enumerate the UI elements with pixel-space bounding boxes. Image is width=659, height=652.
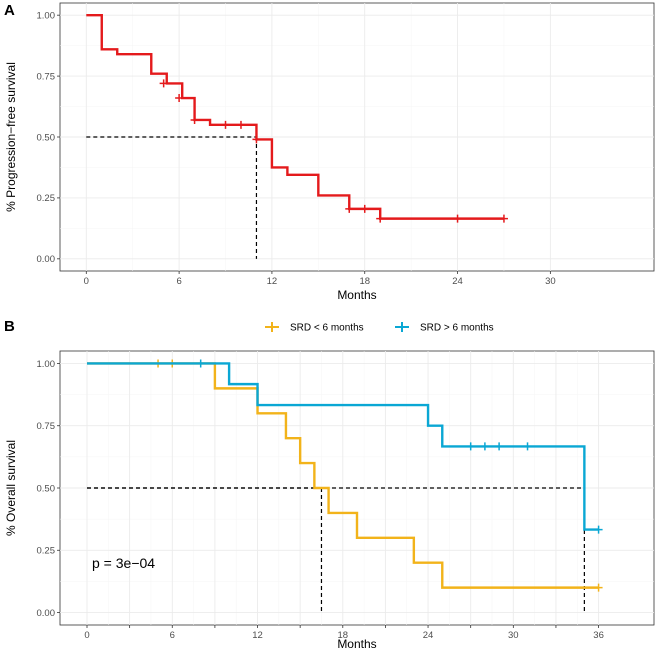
panel-a-median-lines (86, 136, 258, 259)
panel-b-x-axis-title: Months (337, 637, 376, 651)
panel-a-censor-mark (221, 120, 230, 129)
panel-a-y-tick-label: 1.00 (37, 10, 56, 21)
panel-b-x-ticks: 0 6 12 18 24 30 36 (84, 625, 604, 641)
panel-a-series-line-0 (86, 13, 504, 220)
panel-b-series (87, 359, 603, 592)
panel-b-censor-mark (594, 583, 603, 592)
panel-b-y-tick-label: 0.25 (37, 546, 56, 557)
panel-a-y-tick-label: 0.25 (37, 193, 56, 204)
panel-b-y-tick-label: 1.00 (37, 359, 56, 370)
panel-b-censor-mark (594, 525, 603, 534)
panel-a-grid (60, 3, 654, 271)
panel-b-censor-mark (466, 442, 475, 451)
panel-b-legend: SRD < 6 months SRD > 6 months (265, 322, 494, 334)
legend-label-0: SRD < 6 months (290, 323, 364, 334)
panel-a-censor-mark (252, 135, 261, 144)
panel-a-x-tick-label: 18 (359, 276, 370, 287)
panel-b-y-axis-title: % Overall survival (4, 440, 18, 536)
panel-b-x-tick-label: 0 (84, 630, 89, 641)
panel-a-x-tick-label: 12 (267, 276, 278, 287)
panel-a-x-tick-label: 24 (452, 276, 463, 287)
panel-a-censor-mark (190, 115, 199, 124)
panel-a-median-line (86, 136, 258, 259)
chart-panel-a: 0 6 12 18 24 30 0.00 0.25 0.50 0.75 1.00 (37, 2, 655, 287)
panel-a-censor-mark (236, 120, 245, 129)
panel-b-median-lines (87, 487, 585, 613)
panel-a-censor-mark (175, 94, 184, 103)
panel-b-x-tick-label: 24 (423, 630, 434, 641)
panel-a-censor-mark (159, 79, 168, 88)
panel-b-y-tick-label: 0.50 (37, 483, 56, 494)
panel-a-x-ticks: 0 6 12 18 24 30 (84, 271, 556, 287)
chart-panel-b: 0 6 12 18 24 30 36 0.00 0.25 0.50 0.75 1.00 (37, 350, 655, 641)
legend-label-1: SRD > 6 months (420, 323, 494, 334)
panel-b-censor-mark (495, 442, 504, 451)
panel-label-a: A (4, 2, 15, 19)
panel-b-x-tick-label: 36 (593, 630, 604, 641)
panel-a-censor-mark (345, 204, 354, 213)
panel-a-censor-mark (453, 214, 462, 223)
panel-b-x-tick-label: 30 (508, 630, 519, 641)
panel-a-x-tick-label: 0 (84, 276, 89, 287)
panel-a-censor-mark (360, 204, 369, 213)
panel-b-x-tick-label: 12 (252, 630, 263, 641)
panel-a-censor-mark (376, 214, 385, 223)
panel-a-y-tick-label: 0.50 (37, 132, 56, 143)
panel-a-x-tick-label: 30 (545, 276, 556, 287)
panel-b-censor-mark (480, 442, 489, 451)
panel-b-y-tick-label: 0.75 (37, 421, 56, 432)
panel-a-y-axis-title: % Progression−free survival (4, 62, 18, 212)
panel-b-median-line (87, 487, 585, 613)
panel-b-y-ticks: 0.00 0.25 0.50 0.75 1.00 (37, 359, 60, 619)
panel-a-y-tick-label: 0.00 (37, 254, 56, 265)
panel-a-x-axis-title: Months (337, 288, 376, 302)
panel-a-series (86, 13, 508, 223)
panel-a-censor-mark (499, 214, 508, 223)
panel-a-y-ticks: 0.00 0.25 0.50 0.75 1.00 (37, 10, 60, 265)
panel-a-x-tick-label: 6 (176, 276, 181, 287)
panel-label-b: B (4, 318, 15, 335)
panel-b-series-line-1 (87, 362, 599, 531)
p-value-annotation: p = 3e−04 (92, 555, 155, 571)
panel-b-x-tick-label: 6 (170, 630, 175, 641)
panel-b-censor-mark (196, 359, 205, 368)
legend-key-0 (265, 322, 279, 332)
panel-b-y-tick-label: 0.00 (37, 608, 56, 619)
panel-b-censor-mark (523, 442, 532, 451)
panel-b-x-tick-label: 18 (338, 630, 349, 641)
panel-a-y-tick-label: 0.75 (37, 71, 56, 82)
legend-key-1 (395, 322, 409, 332)
